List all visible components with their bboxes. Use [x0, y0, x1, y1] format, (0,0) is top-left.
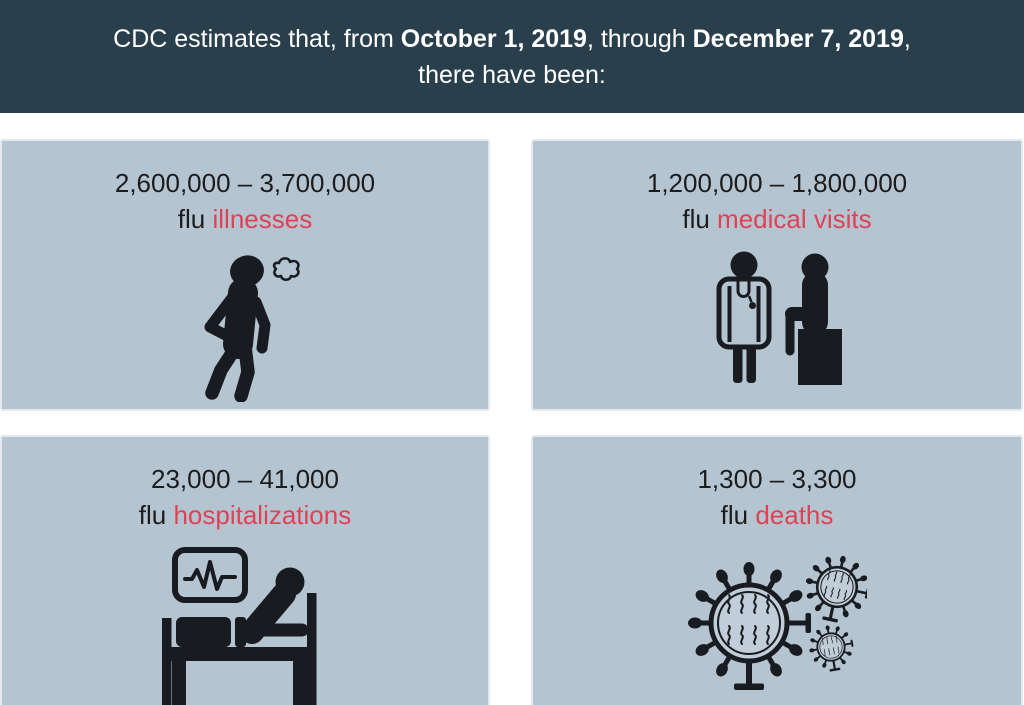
icon-container — [184, 250, 306, 402]
banner-line2: there have been: — [418, 60, 606, 89]
doctor-patient-icon — [716, 251, 842, 385]
category-label: flu hospitalizations — [139, 497, 351, 533]
category-label: flu medical visits — [682, 201, 871, 237]
category-word: illnesses — [212, 204, 313, 234]
hospital-bed-icon — [162, 547, 317, 705]
card-flu-medical-visits: 1,200,000 – 1,800,000 flu medical visits — [531, 139, 1023, 411]
category-label: flu deaths — [721, 497, 834, 533]
category-word: medical visits — [717, 204, 872, 234]
banner-text: CDC estimates that, from — [113, 24, 401, 53]
banner-line1: CDC estimates that, from October 1, 2019… — [113, 21, 911, 57]
flu-virus-icon — [687, 548, 867, 701]
card-flu-deaths: 1,300 – 3,300 flu deaths — [531, 435, 1023, 705]
card-flu-hospitalizations: 23,000 – 41,000 flu hospitalizations — [0, 435, 490, 705]
estimate-range: 23,000 – 41,000 — [151, 464, 339, 494]
banner-text: , through — [586, 24, 693, 53]
date-from: October 1, 2019 — [400, 24, 587, 53]
category-prefix: flu — [720, 500, 749, 530]
category-prefix: flu — [177, 204, 206, 234]
card-flu-illnesses: 2,600,000 – 3,700,000 flu illnesses — [0, 139, 490, 411]
estimate-range: 1,200,000 – 1,800,000 — [646, 168, 908, 198]
category-prefix: flu — [682, 204, 710, 234]
icon-container — [155, 546, 335, 705]
header-banner: CDC estimates that, from October 1, 2019… — [0, 0, 1024, 113]
category-word: deaths — [755, 500, 834, 530]
date-through: December 7, 2019 — [692, 24, 904, 53]
icon-container — [702, 250, 852, 395]
estimate-range: 1,300 – 3,300 — [697, 464, 857, 494]
estimate-range: 2,600,000 – 3,700,000 — [114, 168, 376, 198]
coughing-person-icon — [204, 255, 300, 402]
category-label: flu illnesses — [178, 201, 312, 237]
category-prefix: flu — [138, 500, 167, 530]
icon-container — [687, 546, 867, 701]
category-word: hospitalizations — [173, 500, 352, 530]
banner-text: , — [903, 24, 911, 53]
